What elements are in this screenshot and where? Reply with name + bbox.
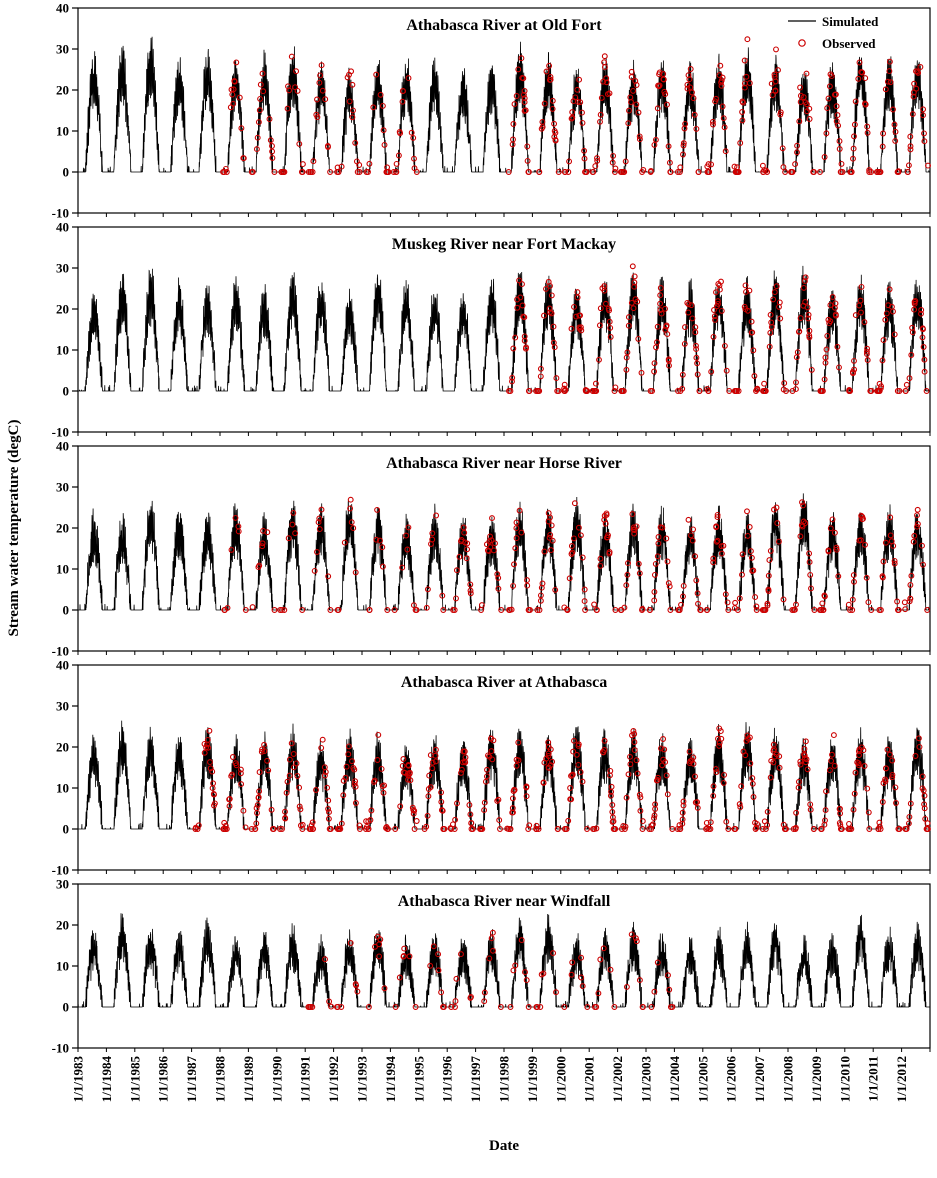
panel-2: Athabasca River near Horse River 40 30 20 10… xyxy=(52,439,931,659)
x-tick-label: 1/1/1986 xyxy=(156,1056,171,1103)
y-tick-label: 40 xyxy=(56,220,69,235)
x-tick-label: 1/1/2011 xyxy=(866,1056,881,1102)
x-axis-label: Date xyxy=(489,1138,519,1154)
panel-title: Athabasca River near Windfall xyxy=(398,893,611,910)
legend-observed-label: Observed xyxy=(822,36,876,51)
x-tick-label: 1/1/2002 xyxy=(610,1056,625,1102)
y-axis-label: Stream water temperature (degC) xyxy=(6,419,22,636)
y-tick-label: 10 xyxy=(56,562,69,577)
x-tick-label: 1/1/2006 xyxy=(724,1056,739,1103)
panel-title: Athabasca River near Horse River xyxy=(386,455,622,472)
y-tick-label: 20 xyxy=(56,302,69,317)
y-tick-label: 30 xyxy=(56,480,69,495)
observed-points xyxy=(305,929,676,1010)
x-tick-label: 1/1/1992 xyxy=(326,1056,341,1102)
legend-simulated-label: Simulated xyxy=(822,14,879,29)
observed-points xyxy=(192,725,931,832)
panel-title: Muskeg River near Fort Mackay xyxy=(392,236,616,253)
x-tick-label: 1/1/2001 xyxy=(582,1056,597,1102)
simulated-line xyxy=(77,913,930,1009)
x-tick-label: 1/1/1999 xyxy=(525,1056,540,1103)
x-tick-label: 1/1/1991 xyxy=(298,1056,313,1102)
x-tick-label: 1/1/1988 xyxy=(213,1056,228,1103)
x-tick-label: 1/1/1995 xyxy=(411,1056,426,1103)
y-tick-label: 20 xyxy=(56,740,69,755)
y-tick-label: 0 xyxy=(63,603,70,618)
y-tick-label: 40 xyxy=(56,439,69,454)
x-tick-label: 1/1/1984 xyxy=(99,1056,114,1103)
x-tick-label: 1/1/1997 xyxy=(468,1056,483,1103)
observed-points xyxy=(506,263,930,394)
y-tick-label: 10 xyxy=(56,343,69,358)
y-tick-label: 20 xyxy=(56,918,69,933)
x-tick-label: 1/1/1987 xyxy=(184,1056,199,1103)
legend-observed-marker xyxy=(798,39,806,47)
x-tick-label: 1/1/1983 xyxy=(71,1056,86,1103)
panel-4: Athabasca River near Windfall 30 20 10 0 -10 xyxy=(52,877,931,1056)
y-tick-label: 30 xyxy=(56,42,69,57)
y-tick-label: 10 xyxy=(56,781,69,796)
x-tick-label: 1/1/2000 xyxy=(553,1056,568,1102)
y-tick-label: -10 xyxy=(52,1041,69,1056)
x-tick-label: 1/1/2010 xyxy=(837,1056,852,1102)
y-tick-label: 10 xyxy=(56,959,69,974)
panel-0: Athabasca River at Old Fort 40 30 20 10 0 -10 xyxy=(52,1,931,221)
x-tick-label: 1/1/2005 xyxy=(695,1056,710,1103)
y-tick-label: 20 xyxy=(56,521,69,536)
y-tick-label: 10 xyxy=(56,124,69,139)
x-tick-label: 1/1/2007 xyxy=(752,1056,767,1103)
y-tick-label: 0 xyxy=(63,165,70,180)
y-tick-label: 40 xyxy=(56,658,69,673)
x-tick-label: 1/1/2012 xyxy=(894,1056,909,1102)
x-tick-label: 1/1/2004 xyxy=(667,1056,682,1103)
y-tick-label: 30 xyxy=(56,261,69,276)
y-tick-label: -10 xyxy=(52,644,69,659)
y-tick-label: 0 xyxy=(63,1000,70,1015)
legend: Simulated Observed xyxy=(788,14,879,51)
y-tick-label: 0 xyxy=(63,822,70,837)
x-tick-label: 1/1/1993 xyxy=(355,1056,370,1103)
panel-title: Athabasca River at Athabasca xyxy=(401,674,607,691)
x-tick-label: 1/1/2009 xyxy=(809,1056,824,1103)
x-tick-label: 1/1/1989 xyxy=(241,1056,256,1103)
observed-points xyxy=(220,36,931,175)
x-tick-label: 1/1/1996 xyxy=(440,1056,455,1103)
x-tick-label: 1/1/1994 xyxy=(383,1056,398,1103)
y-tick-label: 40 xyxy=(56,1,69,16)
x-tick-label: 1/1/1998 xyxy=(497,1056,512,1103)
y-tick-label: 30 xyxy=(56,877,69,892)
x-tick-label: 1/1/2003 xyxy=(639,1056,654,1103)
x-tick-label: 1/1/2008 xyxy=(781,1056,796,1103)
y-tick-label: 20 xyxy=(56,83,69,98)
y-tick-label: -10 xyxy=(52,206,69,221)
y-tick-label: -10 xyxy=(52,863,69,878)
y-tick-label: 0 xyxy=(63,384,70,399)
observed-points xyxy=(221,496,931,613)
y-tick-label: -10 xyxy=(52,425,69,440)
x-tick-label: 1/1/1985 xyxy=(127,1056,142,1103)
panel-3: Athabasca River at Athabasca 40 30 20 10 0 -10 xyxy=(52,658,931,878)
panel-title: Athabasca River at Old Fort xyxy=(406,17,602,34)
x-tick-label: 1/1/1990 xyxy=(269,1056,284,1102)
y-tick-label: 30 xyxy=(56,699,69,714)
panel-1: Muskeg River near Fort Mackay 40 30 20 10 0 -1… xyxy=(52,220,931,440)
